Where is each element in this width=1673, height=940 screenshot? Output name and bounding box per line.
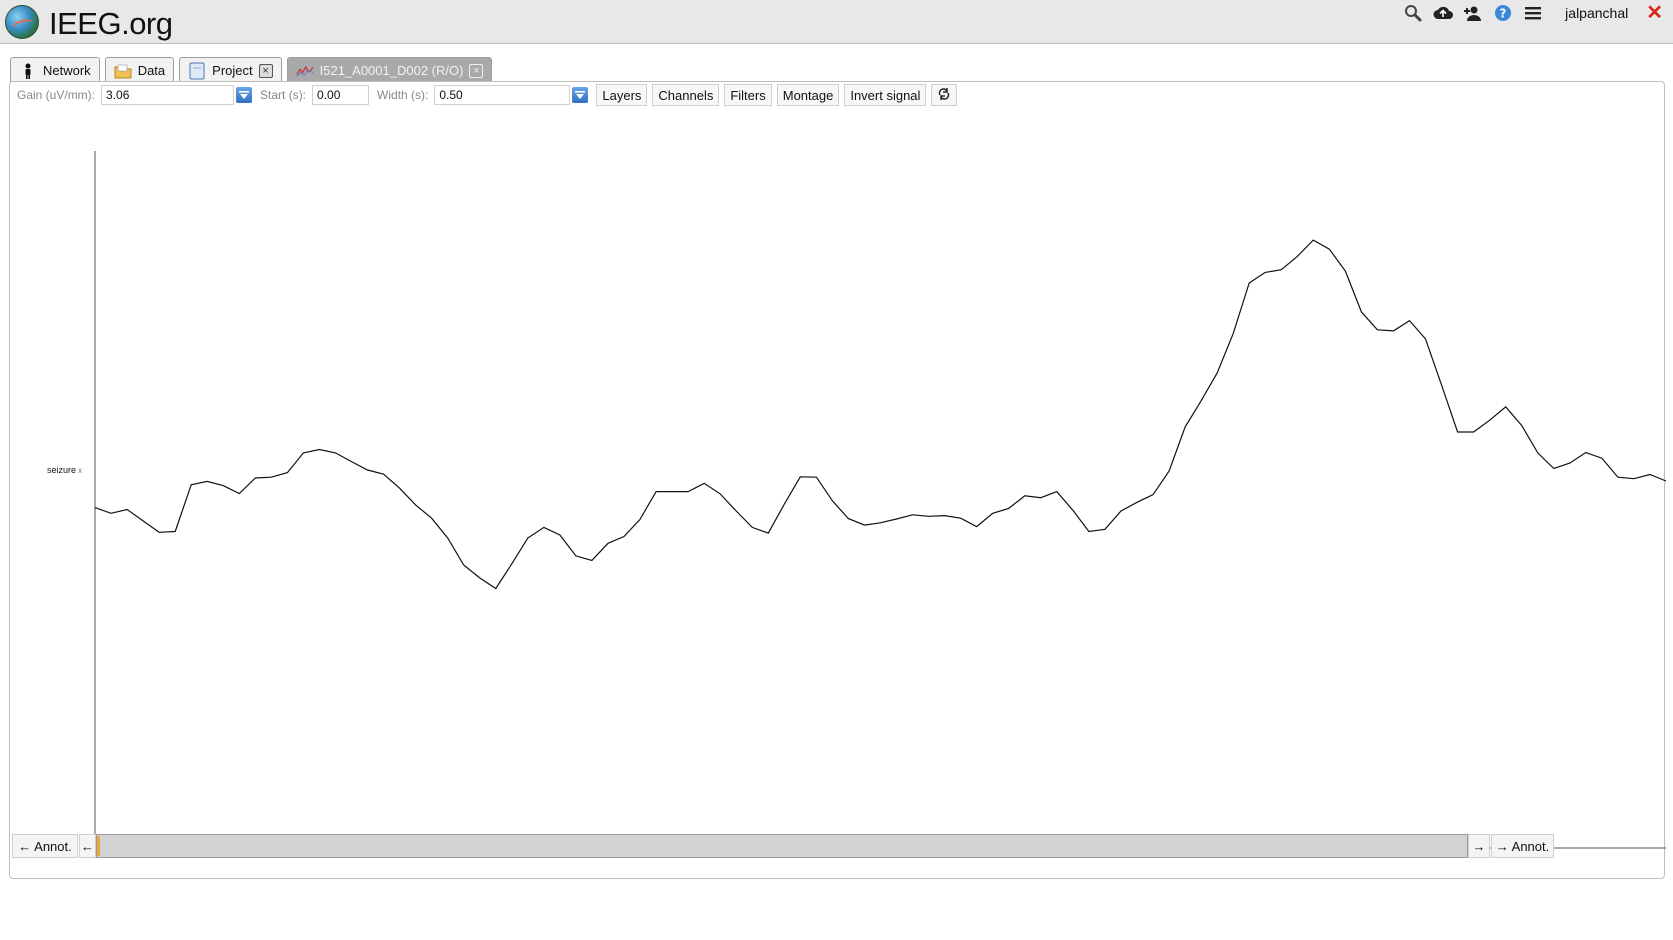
start-input[interactable] [312,85,370,105]
tab-project[interactable]: Project × [179,57,282,83]
signal-icon [295,62,314,80]
gain-input[interactable] [101,85,235,105]
time-navigation: ← Annot. ← → → Annot. [12,834,1554,858]
tab-close-button[interactable]: × [258,63,273,78]
viewer-toolbar: Gain (uV/mm): Start (s): Width (s): Laye… [17,84,962,106]
next-page-button[interactable]: → [1468,834,1490,858]
app-header: IEEG.org ? jalpanchal ✕ [0,0,1673,44]
tab-dataset[interactable]: I521_A0001_D002 (R/O) × [286,57,493,83]
start-label: Start (s): [260,88,307,102]
viewer-panel [9,81,1665,879]
header-actions: ? jalpanchal ✕ [1403,0,1663,26]
channel-remove-button[interactable]: x [78,466,83,475]
prev-page-button[interactable]: ← [79,834,96,858]
add-user-icon[interactable] [1463,3,1483,23]
width-input[interactable] [434,85,571,105]
tab-bar: Network Data Project × I521_A0001_D002 (… [10,57,493,83]
close-icon[interactable]: ✕ [1646,2,1663,24]
filters-button[interactable]: Filters [724,84,772,106]
tab-label: Network [43,63,91,78]
tab-data[interactable]: Data [104,57,175,83]
width-label: Width (s): [377,88,429,102]
next-annotation-button[interactable]: → Annot. [1491,834,1554,858]
scrollbar-thumb[interactable] [97,836,100,856]
channels-button[interactable]: Channels [652,84,720,106]
layers-button[interactable]: Layers [596,84,648,106]
channel-label[interactable]: seizure x [47,465,82,475]
help-icon[interactable]: ? [1493,3,1513,23]
app-title: IEEG.org [49,6,173,41]
gain-label: Gain (uV/mm): [17,88,96,102]
menu-icon[interactable] [1523,3,1543,23]
tab-close-button[interactable]: × [469,63,484,78]
time-scrollbar[interactable] [96,834,1468,858]
folder-icon [114,62,132,80]
cloud-upload-icon[interactable] [1433,3,1454,23]
montage-button[interactable]: Montage [776,84,840,106]
gain-dropdown-icon[interactable] [236,87,253,103]
svg-text:?: ? [1500,7,1507,21]
channel-name: seizure [47,465,77,475]
refresh-icon [937,87,951,104]
logo-globe-icon [5,5,39,39]
seizure-channel-trace [94,239,1667,590]
refresh-button[interactable] [931,84,958,106]
username[interactable]: jalpanchal [1565,5,1629,21]
tab-label: Project [212,63,253,78]
tab-network[interactable]: Network [10,57,100,83]
prev-annotation-button[interactable]: ← Annot. [12,834,78,858]
person-icon [19,62,37,80]
invert-signal-button[interactable]: Invert signal [844,84,927,106]
search-icon[interactable] [1403,3,1423,23]
document-icon [188,62,206,80]
tab-label: I521_A0001_D002 (R/O) [319,63,464,78]
width-dropdown-icon[interactable] [572,87,589,103]
tab-label: Data [137,63,166,78]
